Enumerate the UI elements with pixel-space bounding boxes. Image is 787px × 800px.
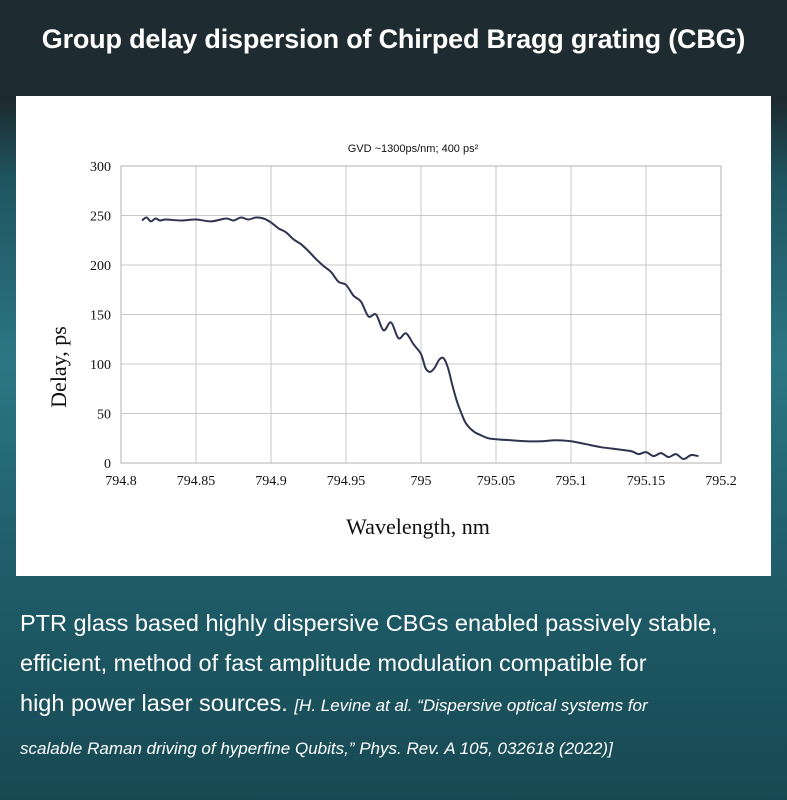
group-delay-chart: GVD ~1300ps/nm; 400 ps² 0 50 100 150 200 250 3…: [46, 143, 737, 539]
y-tick-label: 0: [104, 457, 111, 472]
x-tick-label: 795: [411, 474, 432, 489]
chart-annotation: GVD ~1300ps/nm; 400 ps²: [348, 143, 479, 155]
y-axis-label: Delay, ps: [46, 326, 71, 408]
chart-panel: GVD ~1300ps/nm; 400 ps² 0 50 100 150 200 250 3…: [16, 96, 771, 576]
x-tick-label: 794.8: [105, 474, 137, 489]
x-tick-label: 795.2: [705, 474, 737, 489]
caption-line-2: efficient, method of fast amplitude modu…: [20, 650, 647, 676]
x-tick-label: 795.1: [555, 474, 587, 489]
citation-part-1: [H. Levine at al. “Dispersive optical sy…: [294, 696, 648, 715]
x-tick-label: 794.9: [255, 474, 287, 489]
caption-line-1: PTR glass based highly dispersive CBGs e…: [20, 610, 718, 636]
y-tick-label: 150: [90, 309, 111, 324]
caption-line-3: high power laser sources.: [20, 690, 288, 716]
y-tick-label: 200: [90, 259, 111, 274]
header-band: [0, 0, 787, 96]
caption: PTR glass based highly dispersive CBGs e…: [20, 603, 775, 769]
x-tick-label: 795.15: [627, 474, 666, 489]
x-tick-label: 795.05: [477, 474, 516, 489]
y-tick-label: 300: [90, 160, 111, 175]
y-tick-label: 50: [97, 408, 111, 423]
x-tick-label: 794.85: [177, 474, 216, 489]
plot-area-frame: [120, 165, 722, 464]
citation-part-2: scalable Raman driving of hyperfine Qubi…: [20, 739, 613, 758]
page-title: Group delay dispersion of Chirped Bragg …: [41, 24, 746, 54]
y-tick-label: 100: [90, 358, 111, 373]
x-axis-label: Wavelength, nm: [346, 514, 490, 539]
x-tick-label: 794.95: [327, 474, 366, 489]
delay-series-line: [141, 216, 699, 460]
y-tick-label: 250: [90, 210, 111, 225]
